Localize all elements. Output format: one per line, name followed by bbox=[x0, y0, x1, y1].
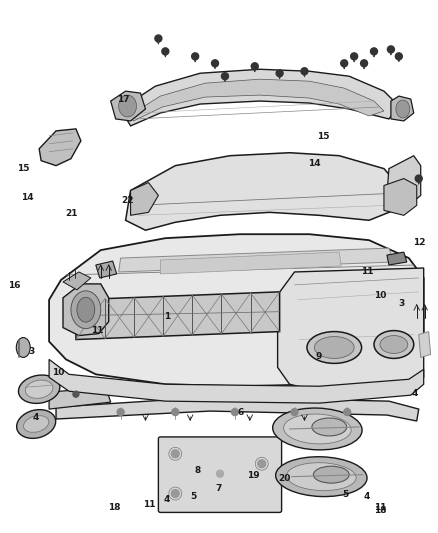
Circle shape bbox=[415, 175, 422, 182]
Text: 4: 4 bbox=[33, 413, 39, 422]
Ellipse shape bbox=[314, 466, 349, 483]
Ellipse shape bbox=[276, 457, 367, 497]
Text: 1: 1 bbox=[164, 312, 170, 321]
Text: 11: 11 bbox=[361, 267, 373, 276]
Polygon shape bbox=[384, 179, 417, 215]
Circle shape bbox=[396, 53, 403, 60]
Text: 11: 11 bbox=[143, 500, 155, 510]
Circle shape bbox=[258, 460, 266, 468]
Circle shape bbox=[388, 46, 394, 53]
Ellipse shape bbox=[283, 414, 351, 444]
Circle shape bbox=[172, 409, 179, 416]
Ellipse shape bbox=[16, 337, 30, 358]
Ellipse shape bbox=[374, 330, 414, 358]
Text: 12: 12 bbox=[413, 238, 425, 247]
Circle shape bbox=[171, 450, 179, 458]
Circle shape bbox=[216, 470, 223, 477]
Text: 14: 14 bbox=[21, 193, 34, 202]
Circle shape bbox=[301, 68, 308, 75]
Polygon shape bbox=[49, 234, 424, 386]
FancyBboxPatch shape bbox=[159, 437, 282, 512]
Ellipse shape bbox=[25, 380, 53, 398]
Text: 3: 3 bbox=[29, 347, 35, 356]
Text: 10: 10 bbox=[52, 368, 64, 377]
Circle shape bbox=[251, 63, 258, 70]
Ellipse shape bbox=[286, 463, 356, 490]
Text: 11: 11 bbox=[91, 326, 103, 335]
Ellipse shape bbox=[396, 100, 410, 118]
Polygon shape bbox=[96, 261, 117, 278]
Polygon shape bbox=[278, 268, 424, 391]
Text: 18: 18 bbox=[374, 506, 386, 515]
Ellipse shape bbox=[312, 418, 347, 436]
Polygon shape bbox=[111, 91, 145, 121]
Ellipse shape bbox=[77, 297, 95, 322]
Text: 16: 16 bbox=[8, 280, 21, 289]
Polygon shape bbox=[56, 397, 419, 421]
Text: 3: 3 bbox=[399, 299, 405, 308]
Circle shape bbox=[371, 48, 378, 55]
Polygon shape bbox=[160, 252, 341, 274]
Circle shape bbox=[344, 409, 351, 416]
Circle shape bbox=[291, 409, 298, 416]
Polygon shape bbox=[120, 69, 399, 126]
Polygon shape bbox=[49, 359, 424, 403]
Circle shape bbox=[231, 409, 238, 416]
Polygon shape bbox=[49, 387, 111, 409]
Polygon shape bbox=[391, 96, 414, 121]
Polygon shape bbox=[63, 272, 91, 290]
Text: 9: 9 bbox=[316, 352, 322, 361]
Polygon shape bbox=[387, 156, 421, 205]
Text: 5: 5 bbox=[342, 490, 348, 499]
Polygon shape bbox=[39, 129, 81, 166]
Text: 18: 18 bbox=[108, 503, 121, 512]
Text: 4: 4 bbox=[412, 389, 418, 398]
Text: 15: 15 bbox=[17, 164, 29, 173]
Polygon shape bbox=[387, 252, 407, 265]
Text: 6: 6 bbox=[238, 408, 244, 417]
Polygon shape bbox=[131, 182, 159, 215]
Circle shape bbox=[162, 48, 169, 55]
Polygon shape bbox=[129, 79, 384, 121]
Circle shape bbox=[73, 391, 79, 397]
Text: 20: 20 bbox=[278, 474, 290, 483]
Circle shape bbox=[351, 53, 357, 60]
Ellipse shape bbox=[380, 336, 408, 353]
Text: 4: 4 bbox=[163, 495, 170, 504]
Text: 21: 21 bbox=[65, 209, 77, 218]
Circle shape bbox=[360, 60, 367, 67]
Text: 15: 15 bbox=[317, 132, 330, 141]
Ellipse shape bbox=[17, 409, 56, 438]
Polygon shape bbox=[76, 292, 279, 340]
Circle shape bbox=[192, 53, 198, 60]
Circle shape bbox=[155, 35, 162, 42]
Ellipse shape bbox=[119, 95, 137, 117]
Ellipse shape bbox=[18, 375, 60, 403]
Text: 19: 19 bbox=[247, 471, 260, 480]
Text: 14: 14 bbox=[308, 159, 321, 168]
Circle shape bbox=[222, 72, 229, 80]
Text: 8: 8 bbox=[194, 466, 200, 475]
Polygon shape bbox=[63, 284, 109, 336]
Ellipse shape bbox=[314, 336, 354, 358]
Circle shape bbox=[117, 409, 124, 416]
Text: 10: 10 bbox=[374, 291, 386, 300]
Ellipse shape bbox=[307, 332, 362, 364]
Polygon shape bbox=[419, 332, 431, 358]
Circle shape bbox=[171, 490, 179, 497]
Text: 17: 17 bbox=[117, 95, 130, 104]
Circle shape bbox=[341, 60, 348, 67]
Text: 5: 5 bbox=[190, 492, 196, 502]
Ellipse shape bbox=[71, 291, 101, 329]
Text: 7: 7 bbox=[216, 484, 222, 494]
Circle shape bbox=[212, 60, 219, 67]
Text: 11: 11 bbox=[374, 503, 386, 512]
Ellipse shape bbox=[24, 416, 49, 432]
Text: 22: 22 bbox=[121, 196, 134, 205]
Polygon shape bbox=[119, 248, 394, 272]
Circle shape bbox=[276, 70, 283, 77]
Polygon shape bbox=[126, 153, 399, 230]
Ellipse shape bbox=[273, 408, 362, 450]
Text: 4: 4 bbox=[364, 492, 370, 502]
